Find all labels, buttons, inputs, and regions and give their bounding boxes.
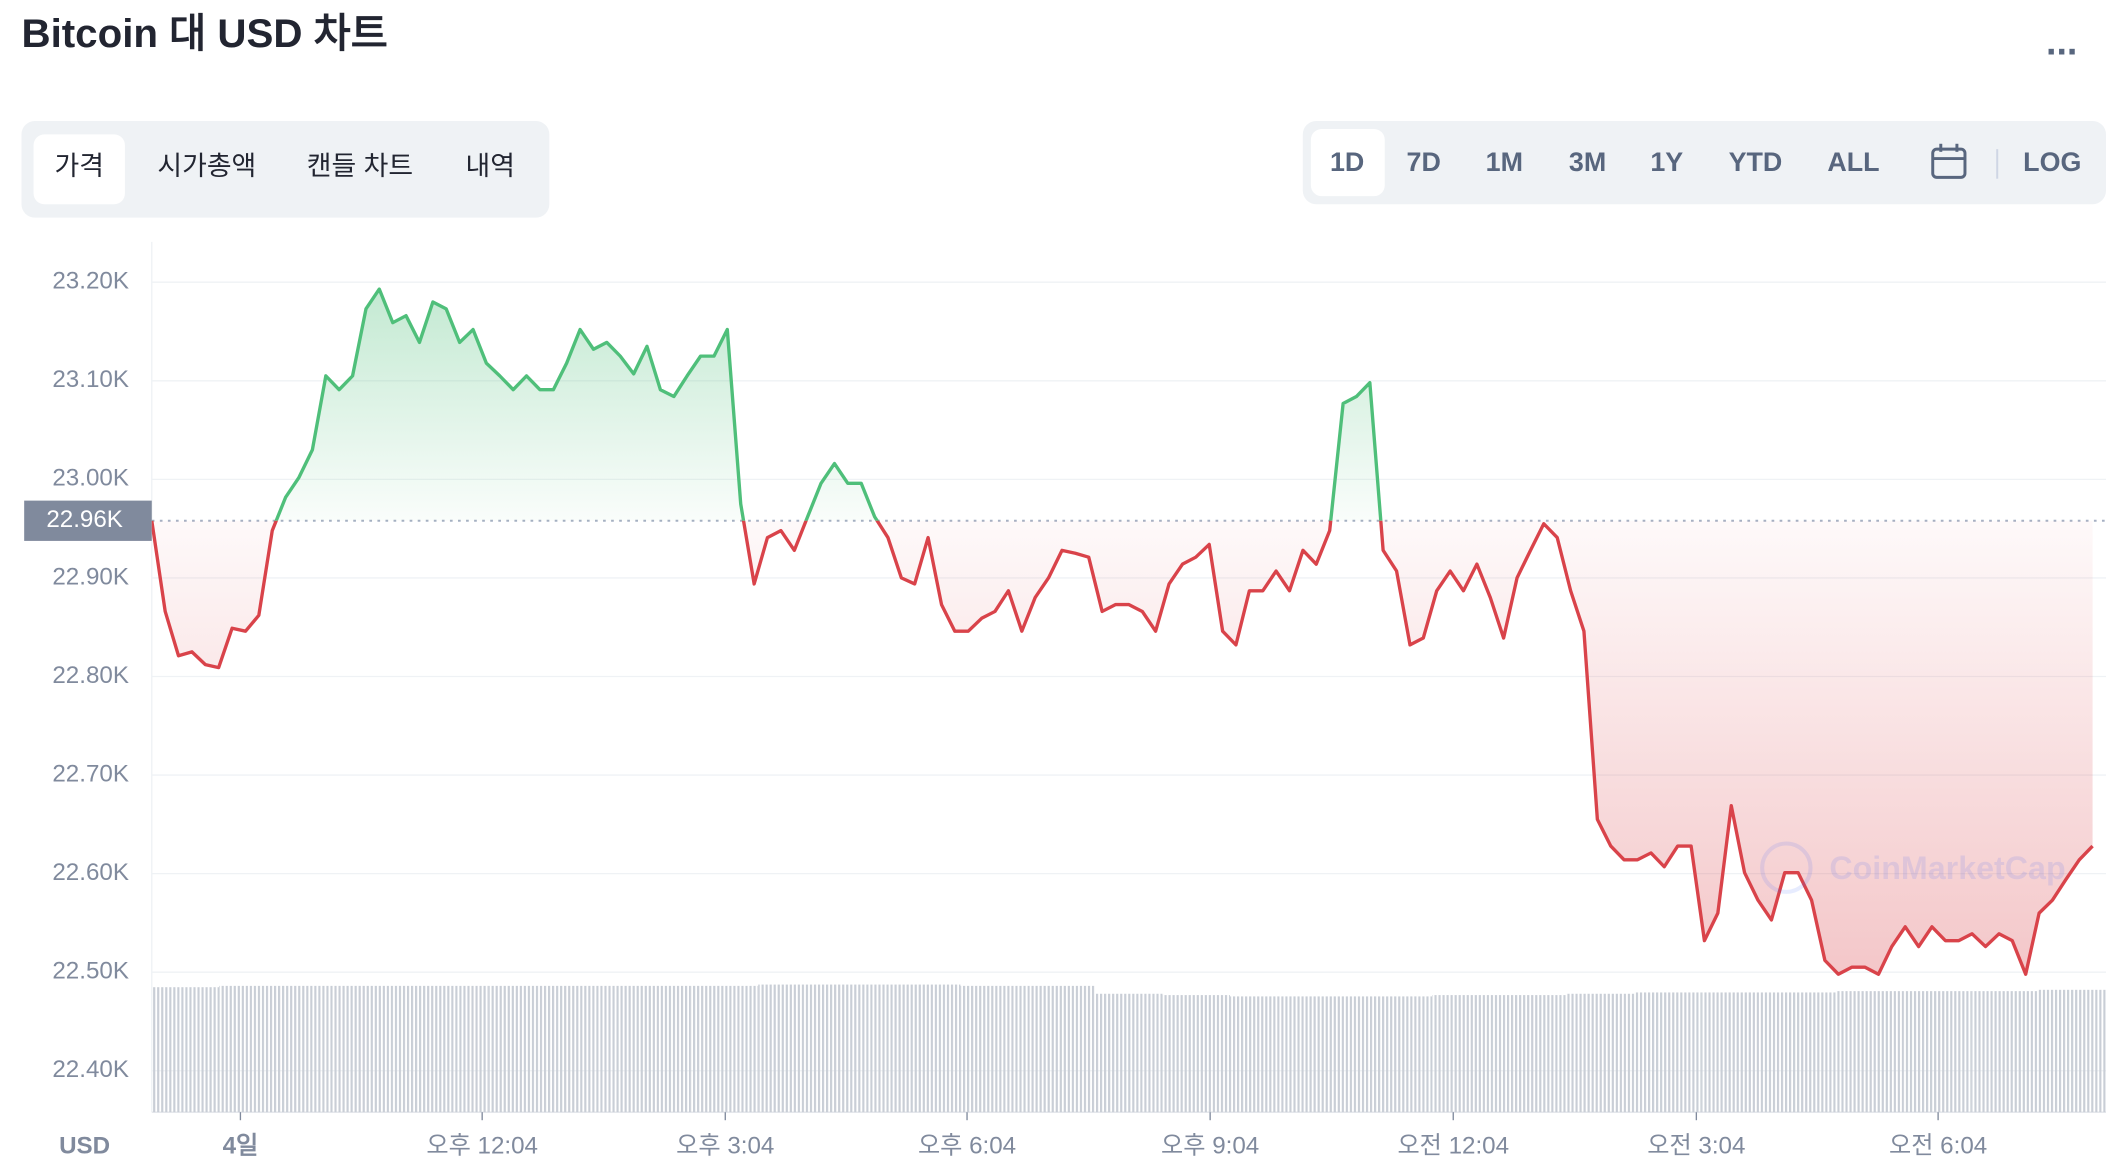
y-tick-label: 22.80K: [52, 662, 129, 689]
range-button[interactable]: ALL: [1827, 147, 1879, 177]
volume-bar: [151, 987, 220, 1113]
volume-bar: [825, 984, 894, 1113]
volume-bar: [1836, 991, 1904, 1113]
page-title: Bitcoin 대 USD 차트: [21, 11, 387, 56]
volume-bar: [1432, 995, 1500, 1113]
x-tick-label: 오후 3:04: [676, 1132, 774, 1159]
volume-bar: [421, 985, 489, 1113]
volume-bar: [1566, 993, 1635, 1113]
volume-bar: [556, 985, 624, 1113]
price-line-up: [151, 287, 1383, 521]
range-button[interactable]: 1M: [1486, 147, 1523, 177]
reference-label: 22.96K: [46, 506, 123, 533]
range-button[interactable]: 7D: [1407, 147, 1441, 177]
calendar-icon[interactable]: [1931, 143, 1967, 179]
volume-bar: [1701, 992, 1770, 1113]
x-tick-label: 오후 6:04: [918, 1132, 1016, 1159]
tab-bar: [21, 120, 550, 218]
watermark-text: CoinMarketCap: [1829, 850, 2065, 886]
range-bar: [1302, 120, 2106, 205]
volume-bar: [623, 985, 691, 1113]
reference-tag: [24, 500, 152, 541]
y-tick-label: 22.90K: [52, 563, 129, 590]
volume-bar: [219, 985, 287, 1113]
volume-bar: [1095, 993, 1163, 1113]
x-tick-label: 4일: [223, 1132, 259, 1159]
x-tick-label: 오전 6:04: [1889, 1132, 1987, 1159]
y-tick-label: 23.20K: [52, 268, 129, 295]
tab[interactable]: 시가총액: [157, 151, 256, 181]
range-button[interactable]: 3M: [1569, 147, 1606, 177]
currency-label: USD: [59, 1132, 110, 1159]
volume-bar: [2038, 989, 2106, 1113]
range-button[interactable]: 1Y: [1650, 147, 1683, 177]
y-tick-label: 22.70K: [52, 760, 129, 787]
volume-bar: [893, 984, 961, 1113]
volume-bar: [960, 985, 1028, 1113]
volume-bar: [1903, 991, 1972, 1113]
volume-bar: [1971, 991, 2039, 1113]
watermark: CoinMarketCap: [1760, 841, 2066, 894]
area-up: [276, 289, 1381, 521]
tab[interactable]: 내역: [466, 151, 515, 181]
volume-bar: [1297, 996, 1365, 1113]
volume-bar: [353, 985, 422, 1113]
volume-bar: [1769, 992, 1837, 1113]
range-button[interactable]: YTD: [1729, 147, 1783, 177]
volume-bar: [286, 985, 354, 1113]
y-tick-label: 22.40K: [52, 1056, 129, 1083]
volume-bar: [1364, 996, 1433, 1113]
x-tick-label: 오후 12:04: [426, 1132, 538, 1159]
volume-bar: [1229, 996, 1298, 1113]
x-tick-label: 오전 12:04: [1397, 1132, 1509, 1159]
x-tick-label: 오후 9:04: [1161, 1132, 1259, 1159]
y-tick-label: 22.60K: [52, 859, 129, 886]
price-line-down: [151, 520, 2094, 976]
x-tick-label: 오전 3:04: [1647, 1132, 1745, 1159]
range-button[interactable]: 1D: [1330, 147, 1364, 177]
volume-bar: [1499, 995, 1567, 1113]
volume-bar: [1634, 992, 1702, 1113]
volume-bar: [1027, 985, 1096, 1113]
y-tick-label: 23.10K: [52, 366, 129, 393]
area-down: [151, 520, 2093, 975]
tab[interactable]: 캔들 차트: [307, 151, 413, 181]
menu-button[interactable]: ...: [2046, 20, 2077, 62]
tab-active-bg: [33, 134, 125, 205]
y-tick-label: 22.50K: [52, 958, 129, 985]
volume-bar: [1162, 995, 1230, 1113]
tab[interactable]: 가격: [55, 151, 104, 181]
y-tick-label: 23.00K: [52, 465, 129, 492]
volume-bar: [758, 984, 826, 1113]
volume-bar: [488, 985, 557, 1113]
volume-bar: [690, 985, 759, 1113]
range-active-bg: [1310, 128, 1385, 197]
log-toggle[interactable]: LOG: [2023, 147, 2081, 177]
